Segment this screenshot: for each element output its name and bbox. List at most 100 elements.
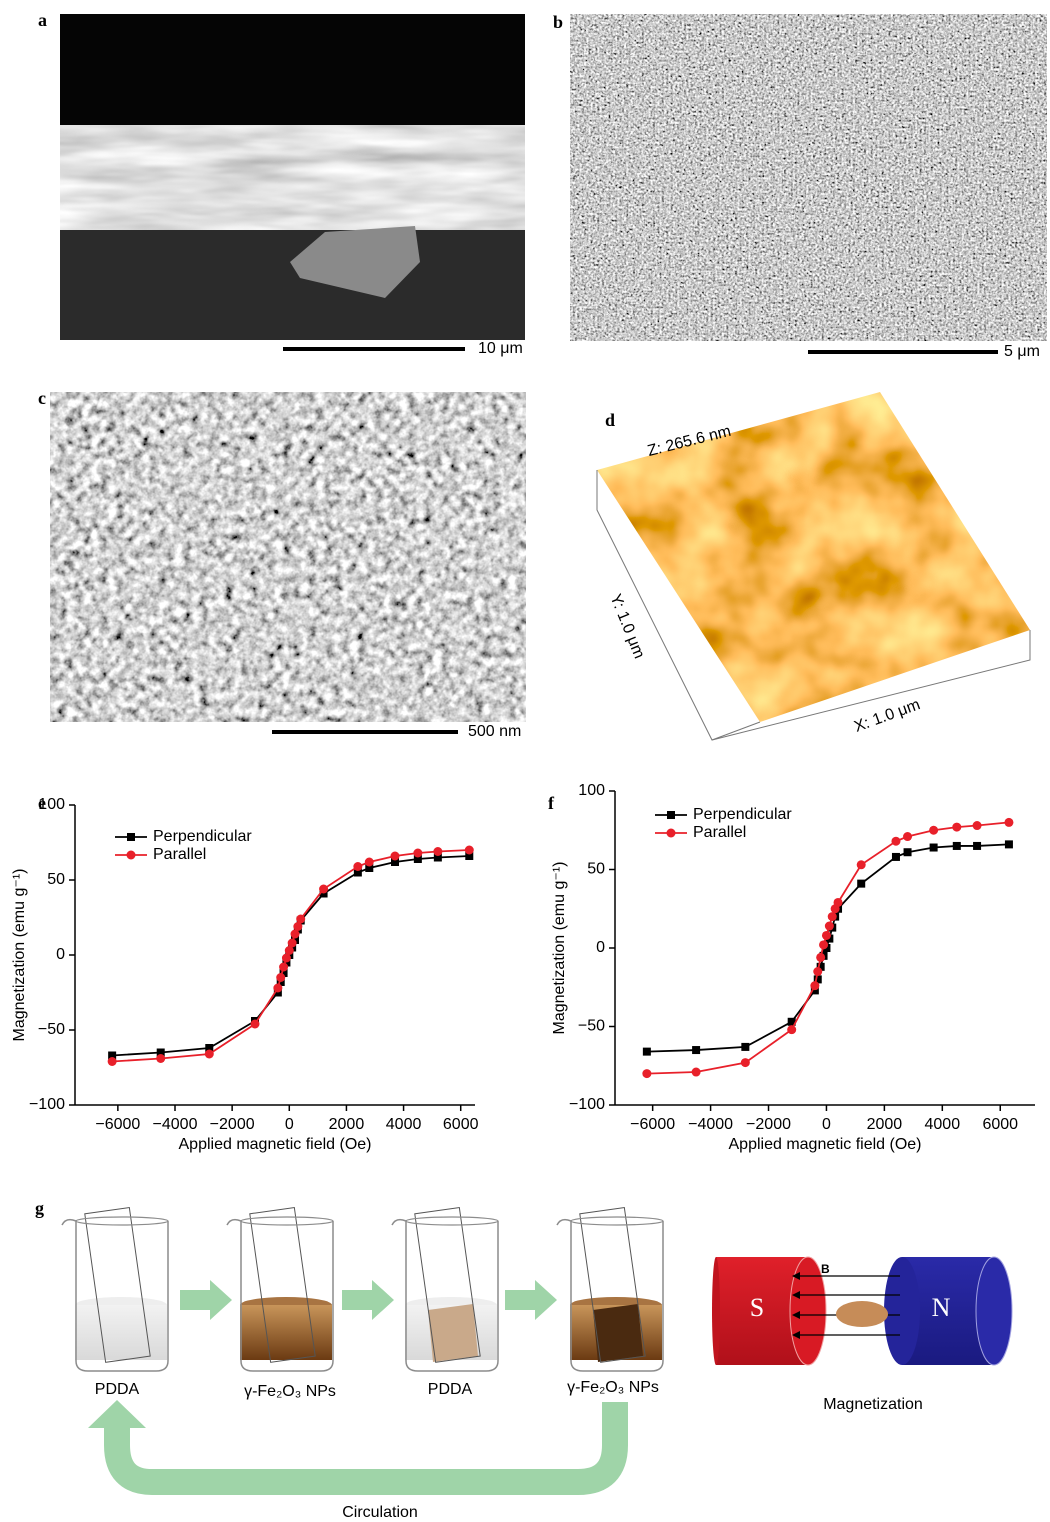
afm-height-map [590,385,1040,730]
data-point [904,848,912,856]
y-tick-label: −50 [578,1018,605,1035]
data-point [156,1054,165,1063]
panel-label: f [548,793,555,813]
y-tick-label: 100 [38,796,65,813]
data-point [813,967,822,976]
data-point [741,1043,749,1051]
beaker-1 [62,1208,168,1371]
data-point [953,842,961,850]
legend-marker [667,829,676,838]
step-arrow [342,1280,394,1320]
data-point [973,821,982,830]
data-point [391,852,400,861]
afm-y-label: Y: 1.0 μm [606,592,647,661]
legend-label: Parallel [153,846,206,863]
step-arrow [505,1280,557,1320]
scale-bar-label: 10 μm [478,340,523,357]
y-tick-label: 0 [56,946,65,963]
scale-bar-label: 500 nm [468,723,521,740]
x-tick-label: −6000 [95,1116,140,1133]
y-tick-label: −100 [29,1096,65,1113]
data-point [296,915,305,924]
panel-label: c [38,388,46,408]
charts: e−100−50050100−6000−4000−200002000400060… [11,782,1035,1153]
step-label: PDDA [428,1381,473,1398]
north-label: N [932,1293,951,1322]
legend-marker [127,851,136,860]
data-point [819,940,828,949]
coated-slide [428,1304,478,1362]
data-point [952,823,961,832]
data-point [365,858,374,867]
figure: a 10 μm b 5 μm c 500 nm d Z: 265.6 nm Y:… [0,0,1050,1522]
data-point [1004,818,1013,827]
data-point [643,1048,651,1056]
x-tick-label: 6000 [982,1116,1018,1133]
data-point [828,912,837,921]
north-pole-end [976,1257,1012,1365]
data-point [891,837,900,846]
data-point [903,832,912,841]
y-tick-label: −50 [38,1021,65,1038]
x-axis-title: Applied magnetic field (Oe) [729,1136,922,1153]
x-tick-label: −6000 [630,1116,675,1133]
x-tick-label: −2000 [210,1116,255,1133]
y-axis-title: Magnetization (emu g⁻¹) [551,862,568,1035]
data-point [273,984,282,993]
liquid [75,1305,167,1360]
y-tick-label: 100 [578,782,605,799]
data-point [692,1046,700,1054]
data-point [642,1069,651,1078]
y-axis-title: Magnetization (emu g⁻¹) [11,869,28,1042]
x-tick-label: 0 [822,1116,831,1133]
data-point [787,1025,796,1034]
legend-label: Perpendicular [693,806,792,823]
sem-image-b [570,14,1047,341]
data-point [353,862,362,871]
data-point [857,860,866,869]
panel-label: b [553,12,563,32]
x-tick-label: −4000 [688,1116,733,1133]
x-tick-label: 2000 [867,1116,903,1133]
fiber [60,125,525,230]
y-tick-label: −100 [569,1096,605,1113]
legend-label: Parallel [693,824,746,841]
panel-label: g [35,1198,44,1218]
x-tick-label: −2000 [746,1116,791,1133]
data-point [465,846,474,855]
data-point [205,1050,214,1059]
x-tick-label: 4000 [386,1116,422,1133]
coated-slide [593,1304,643,1362]
y-tick-label: 50 [587,861,605,878]
data-point [319,885,328,894]
north-pole-face [884,1257,920,1365]
loop-arrow [117,1402,615,1482]
data-point [973,842,981,850]
south-pole-end [712,1257,720,1365]
x-tick-label: 6000 [443,1116,479,1133]
loop-arrowhead [88,1400,146,1428]
data-point [413,849,422,858]
sem-image-c [50,392,526,722]
data-point [816,953,825,962]
afm-surface [590,385,1040,740]
panel-label: a [38,10,47,30]
data-point [810,981,819,990]
field-label: B [821,1262,830,1276]
data-point [276,973,285,982]
data-point [822,931,831,940]
magnet-caption: Magnetization [823,1396,923,1413]
x-tick-label: 4000 [925,1116,961,1133]
loop-label: Circulation [342,1504,418,1521]
data-point [288,939,297,948]
x-tick-label: 2000 [329,1116,365,1133]
y-tick-label: 50 [47,871,65,888]
data-point [692,1068,701,1077]
data-point [741,1058,750,1067]
y-tick-label: 0 [596,939,605,956]
scale-bar-label: 5 μm [1004,343,1040,360]
data-point [251,1020,260,1029]
step-arrow [180,1280,232,1320]
x-axis-title: Applied magnetic field (Oe) [179,1136,372,1153]
data-point [857,880,865,888]
